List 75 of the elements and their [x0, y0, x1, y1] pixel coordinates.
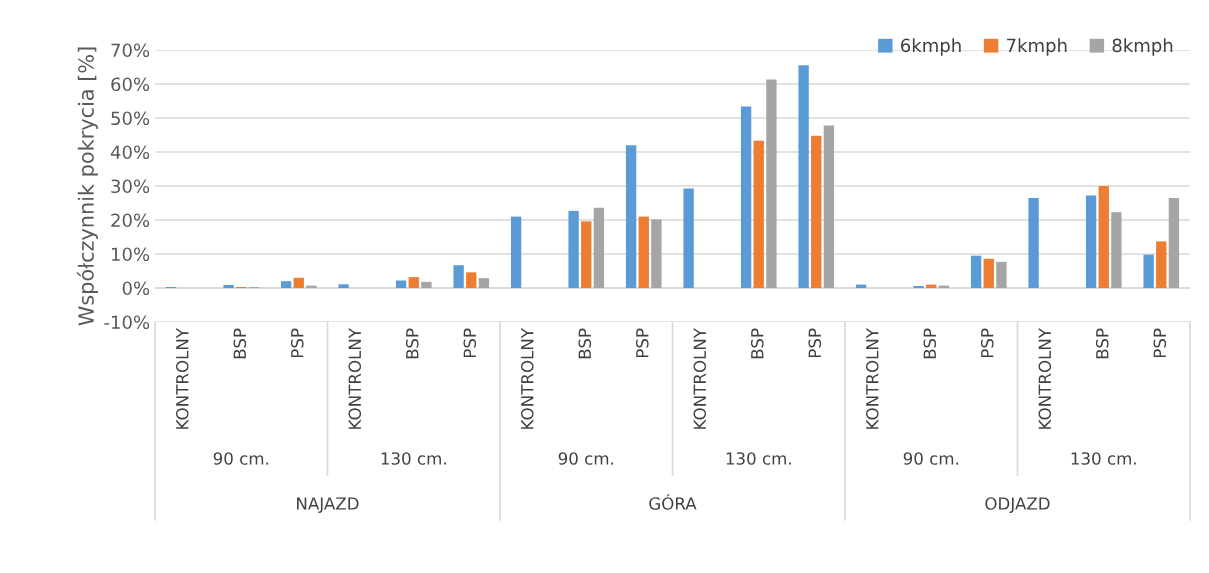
text: ODJAZD: [985, 497, 1050, 513]
legend-label: 8kmph: [1112, 38, 1173, 56]
bar: [568, 210, 579, 288]
bar: [293, 277, 304, 288]
text: GÓRA: [649, 494, 697, 510]
x-tick-label: KONTROLNY: [520, 327, 534, 429]
x-tick-label: KONTROLNY: [693, 327, 707, 429]
bar: [811, 135, 822, 288]
bar: [1085, 195, 1097, 288]
bar: [395, 280, 407, 288]
x-tick-label: BSP: [750, 328, 764, 359]
y-tick-label: 10%: [111, 247, 150, 262]
bar: [823, 125, 835, 288]
bar: [913, 285, 924, 288]
bar: [651, 219, 662, 288]
bar: [1156, 241, 1167, 288]
x-tick-label: KONTROLNY: [1038, 327, 1052, 429]
bar: [581, 221, 592, 288]
bar: [510, 216, 522, 288]
y-tick-label: 0%: [122, 281, 150, 296]
bar: [338, 284, 349, 288]
bar: [466, 272, 477, 288]
x-tick-label: BSP: [1095, 328, 1109, 359]
bar: [1098, 186, 1109, 288]
y-tick-label: 40%: [110, 145, 150, 160]
x-tick-label: PSP: [1153, 328, 1167, 358]
bar: [453, 265, 464, 288]
bar: [638, 216, 649, 288]
text: 90 cm.: [558, 452, 614, 465]
text: 90 cm.: [213, 452, 269, 465]
text: 130 cm.: [381, 452, 446, 465]
bar: [766, 79, 777, 288]
bar: [683, 188, 694, 288]
bar: [593, 207, 605, 288]
x-tick-label: BSP: [405, 328, 419, 359]
y-axis-title: Współczynnik pokrycia [%]: [76, 47, 98, 326]
bar: [408, 277, 419, 288]
y-tick-label: 30%: [111, 179, 150, 194]
x-tick-label: PSP: [290, 328, 304, 358]
x-tick-label: PSP: [463, 328, 477, 358]
x-tick-label: PSP: [980, 328, 994, 358]
x-tick-label: BSP: [578, 328, 592, 359]
x-tick-label: PSP: [635, 328, 649, 358]
x-tick-label: BSP: [923, 328, 937, 359]
bar: [1168, 197, 1180, 288]
legend-label: 7kmph: [1007, 38, 1067, 56]
bar: [280, 281, 292, 288]
bar: [970, 255, 982, 288]
bar: [798, 65, 809, 288]
bar: [753, 140, 764, 288]
legend-label: 6kmph: [901, 38, 961, 56]
y-tick-label: 60%: [111, 77, 150, 92]
y-tick-label: 70%: [111, 43, 150, 58]
bar: [1143, 254, 1154, 288]
y-tick-label: -10%: [104, 315, 150, 330]
text: 130 cm.: [726, 452, 791, 465]
bar: [983, 258, 994, 288]
bar: [625, 145, 637, 288]
text: 90 cm.: [903, 452, 959, 465]
bar: [740, 106, 752, 288]
y-tick-label: 50%: [111, 111, 150, 126]
bar: [996, 261, 1007, 288]
text: 130 cm.: [1071, 452, 1136, 465]
bar: [1028, 197, 1039, 288]
bar: [1111, 212, 1122, 288]
x-tick-label: PSP: [808, 328, 822, 358]
x-tick-label: KONTROLNY: [348, 327, 362, 429]
text: NAJAZD: [297, 497, 359, 513]
x-tick-label: BSP: [233, 328, 247, 359]
bar: [223, 284, 234, 288]
bar: [421, 281, 432, 288]
x-tick-label: KONTROLNY: [865, 327, 879, 429]
x-tick-label: KONTROLNY: [175, 327, 189, 429]
y-tick-label: 20%: [111, 213, 150, 228]
bar: [478, 278, 490, 288]
